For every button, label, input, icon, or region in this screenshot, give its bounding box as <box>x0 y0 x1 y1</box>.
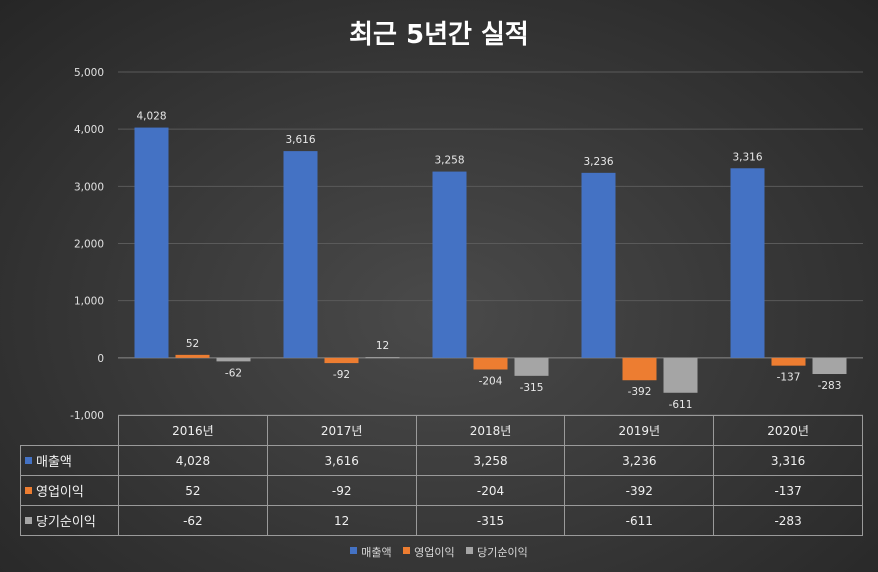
table-header-2017: 2017년 <box>266 415 417 446</box>
legend-item-operating-profit: 영업이익 <box>403 546 455 559</box>
table-row: 영업이익 52 -92 -204 -392 -137 <box>20 475 863 506</box>
table-cell: -137 <box>713 475 863 506</box>
y-tick-label: 1,000 <box>74 296 104 308</box>
data-label: -392 <box>628 386 652 398</box>
bar-0-3 <box>581 172 616 358</box>
table-row-label: 영업이익 <box>20 475 119 506</box>
table-cell: 52 <box>118 475 268 506</box>
table-row-label: 당기순이익 <box>20 505 119 536</box>
table-row: 당기순이익 -62 12 -315 -611 -283 <box>20 505 863 536</box>
table-header-2019: 2019년 <box>564 415 715 446</box>
table-cell: 3,316 <box>713 445 863 476</box>
data-label: -92 <box>333 369 350 381</box>
legend-item-net-income: 당기순이익 <box>466 546 528 559</box>
legend-swatch-icon <box>350 547 358 554</box>
legend-swatch-icon <box>466 547 474 554</box>
table-cell: -283 <box>713 505 863 536</box>
table-header-2018: 2018년 <box>415 415 566 446</box>
bar-2-4 <box>812 357 847 375</box>
table-cell: -611 <box>564 505 715 536</box>
data-label: -611 <box>669 399 693 411</box>
y-tick-label: 4,000 <box>74 124 104 136</box>
bar-0-2 <box>432 171 467 358</box>
table-cell: 3,258 <box>415 445 566 476</box>
data-label: 52 <box>186 338 199 350</box>
table-header-2016: 2016년 <box>118 415 268 446</box>
bar-1-4 <box>771 357 806 366</box>
legend-item-sales: 매출액 <box>350 546 392 559</box>
table-cell: -315 <box>415 505 566 536</box>
bar-1-3 <box>622 357 657 381</box>
bar-1-0 <box>175 354 210 358</box>
table-cell: -204 <box>415 475 566 506</box>
data-table: 2016년 2017년 2018년 2019년 2020년 매출액 4,028 … <box>20 415 863 536</box>
table-row: 매출액 4,028 3,616 3,258 3,236 3,316 <box>20 445 863 476</box>
table-cell: 4,028 <box>118 445 268 476</box>
data-label: 3,616 <box>285 134 315 146</box>
series-swatch-icon <box>25 487 32 494</box>
data-label: -137 <box>777 372 801 384</box>
bar-2-2 <box>514 357 549 376</box>
y-tick-label: 5,000 <box>74 67 104 79</box>
bar-0-0 <box>134 127 169 358</box>
data-label: -315 <box>520 382 544 394</box>
bar-2-0 <box>216 357 251 362</box>
table-header-row: 2016년 2017년 2018년 2019년 2020년 <box>20 415 863 446</box>
bar-1-2 <box>473 357 508 370</box>
table-cell: 12 <box>266 505 417 536</box>
y-tick-label: 2,000 <box>74 239 104 251</box>
table-cell: -92 <box>266 475 417 506</box>
series-swatch-icon <box>25 517 32 524</box>
table-cell: -392 <box>564 475 715 506</box>
data-label: -283 <box>818 380 842 392</box>
table-corner <box>20 415 119 446</box>
chart-legend: 매출액 영업이익 당기순이익 <box>0 544 878 560</box>
legend-swatch-icon <box>403 547 411 554</box>
data-label: -204 <box>479 375 503 387</box>
y-tick-label: 3,000 <box>74 181 104 193</box>
y-tick-label: 0 <box>97 353 104 365</box>
data-label: -62 <box>225 367 242 379</box>
table-cell: 3,616 <box>266 445 417 476</box>
table-cell: -62 <box>118 505 268 536</box>
table-row-label: 매출액 <box>20 445 119 476</box>
data-label: 4,028 <box>136 111 166 123</box>
bar-0-1 <box>283 151 318 358</box>
data-label: 12 <box>376 340 389 352</box>
data-label: 3,258 <box>434 155 464 167</box>
series-swatch-icon <box>25 457 32 464</box>
table-header-2020: 2020년 <box>713 415 863 446</box>
data-label: 3,316 <box>732 151 762 163</box>
data-label: 3,236 <box>583 156 613 168</box>
chart-title: 최근 5년간 실적 <box>349 20 529 50</box>
table-cell: 3,236 <box>564 445 715 476</box>
bar-1-1 <box>324 357 359 364</box>
bar-0-4 <box>730 168 765 358</box>
bar-2-3 <box>663 357 698 393</box>
bar-2-1 <box>365 357 400 359</box>
